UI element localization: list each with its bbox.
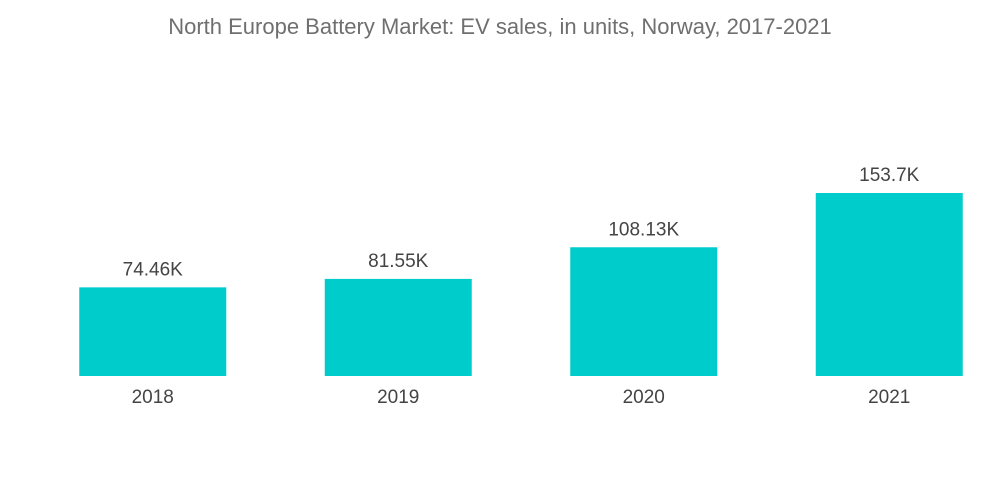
bars-group	[79, 193, 963, 376]
x-axis-ticks: 2018 2019 2020 2021	[132, 387, 911, 408]
chart-title: North Europe Battery Market: EV sales, i…	[168, 14, 832, 39]
x-tick-label-2018: 2018	[132, 387, 174, 408]
value-label-2020: 108.13K	[608, 219, 679, 240]
value-label-2021: 153.7K	[859, 165, 920, 186]
bar-2020	[570, 247, 718, 376]
x-tick-label-2020: 2020	[623, 387, 665, 408]
x-tick-label-2019: 2019	[377, 387, 419, 408]
x-tick-label-2021: 2021	[868, 387, 910, 408]
value-label-2019: 81.55K	[368, 251, 429, 272]
bar-2018	[79, 287, 227, 376]
bar-2021	[815, 193, 963, 376]
value-label-2018: 74.46K	[123, 259, 184, 280]
bar-2019	[324, 278, 472, 376]
value-labels-group: 74.46K 81.55K 108.13K 153.7K	[123, 165, 920, 280]
